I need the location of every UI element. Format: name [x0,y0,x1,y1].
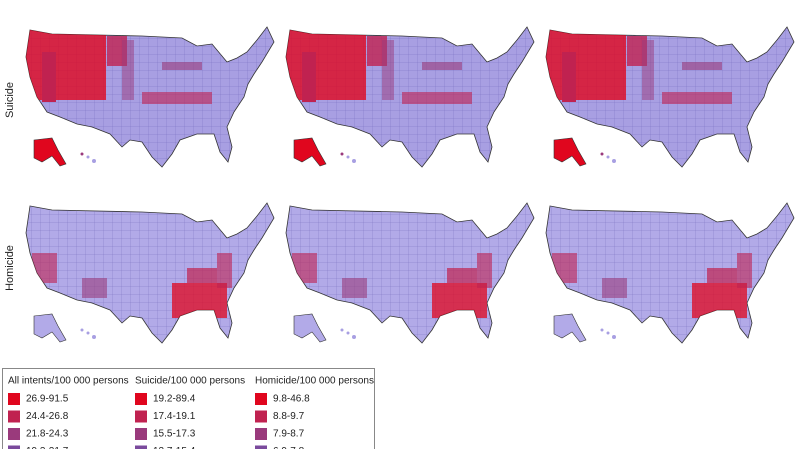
legend-label: 15.5-17.3 [153,429,196,440]
map [282,198,542,348]
legend-label: 26.9-91.5 [26,394,69,405]
legend-swatch [8,445,20,449]
legend-swatch [255,393,267,405]
legend-swatch [8,410,20,423]
row-label: Suicide [4,82,16,118]
map [22,22,282,172]
legend-label: 9.8-46.8 [273,394,310,405]
legend-label: 21.8-24.3 [26,429,69,440]
row-label: Homicide [4,245,16,291]
legend-swatch [135,445,147,449]
legend-label: 6.9-7.8 [273,446,305,449]
legend-label: 19.3-21.7 [26,446,69,449]
map [542,198,800,348]
map [22,198,282,348]
legend-box [2,368,375,449]
legend-swatch [135,393,147,405]
legend-label: 7.9-8.7 [273,429,305,440]
legend: All intents/100 000 persons 26.9-91.5 24.4… [8,376,374,449]
legend-swatch [135,428,147,440]
legend-label: 8.8-9.7 [273,411,305,422]
map-panels [22,22,800,348]
legend-title: Homicide/100 000 persons [255,376,374,387]
legend-label: 13.7-15.4 [153,446,196,449]
legend-label: 19.2-89.4 [153,394,196,405]
legend-title: Suicide/100 000 persons [135,376,245,387]
map [282,22,542,172]
legend-swatch [255,428,267,440]
legend-label: 24.4-26.8 [26,411,69,422]
map [542,22,800,172]
legend-label: 17.4-19.1 [153,411,196,422]
legend-swatch [8,393,20,405]
legend-swatch [8,428,20,440]
legend-swatch [135,410,147,423]
legend-swatch [255,445,267,449]
legend-title: All intents/100 000 persons [8,376,129,387]
legend-swatch [255,410,267,423]
